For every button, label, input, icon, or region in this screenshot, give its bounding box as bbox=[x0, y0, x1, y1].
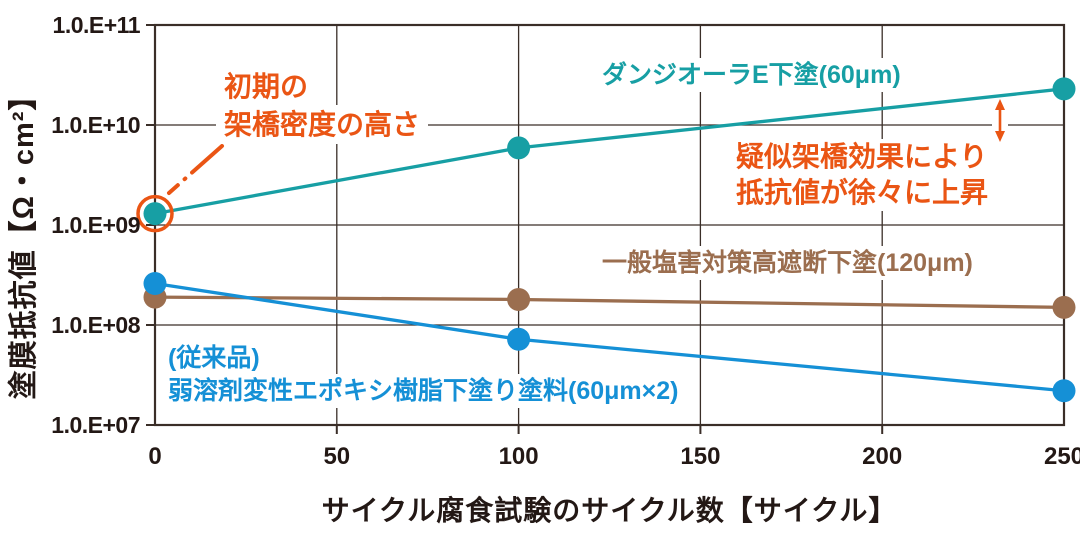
series-point-2 bbox=[1052, 379, 1076, 403]
series-point-0 bbox=[143, 202, 167, 226]
y-tick-label: 1.0.E+09 bbox=[51, 212, 140, 238]
annotation-initial-line2: 架橋密度の高さ bbox=[216, 105, 429, 144]
series-point-2 bbox=[507, 327, 531, 351]
x-tick-label: 50 bbox=[323, 443, 351, 470]
series-label-jurai: (従来品) 弱溶剤変性エポキシ樹脂下塗り塗料(60μm×2) bbox=[162, 342, 685, 408]
x-tick-label: 100 bbox=[498, 443, 539, 470]
series-point-2 bbox=[143, 272, 167, 296]
x-tick-label: 0 bbox=[148, 443, 162, 470]
annotation-pseudo-line2: 抵抗値が徐々に上昇 bbox=[728, 175, 997, 211]
annotation-initial-crosslink: 初期の 架橋密度の高さ bbox=[216, 68, 429, 144]
series-label-jurai-line1: (従来品) bbox=[168, 344, 260, 372]
annotation-pointer-line bbox=[167, 144, 224, 195]
y-tick-label: 1.0.E+11 bbox=[52, 12, 141, 38]
y-tick-label: 1.0.E+10 bbox=[51, 112, 140, 138]
series-point-0 bbox=[507, 136, 531, 160]
x-tick-label: 200 bbox=[862, 443, 903, 470]
y-axis-title: 塗膜抵抗値【Ω・cm²】 bbox=[8, 80, 40, 400]
x-axis-title: サイクル腐食試験のサイクル数【サイクル】 bbox=[321, 495, 898, 526]
annotation-initial-line1: 初期の bbox=[224, 71, 309, 102]
annotation-pseudo-line1: 疑似架橋効果により bbox=[728, 139, 996, 175]
series-point-0 bbox=[1052, 77, 1076, 101]
x-tick-label: 250 bbox=[1043, 443, 1080, 470]
series-point-1 bbox=[1052, 295, 1076, 319]
series-point-1 bbox=[507, 287, 531, 311]
initial-point-highlight-ring bbox=[136, 194, 174, 233]
y-tick-label: 1.0.E+08 bbox=[51, 312, 140, 338]
series-label-ippan-engai: 一般塩害対策高遮断下塗(120μm) bbox=[592, 246, 983, 280]
y-tick-label: 1.0.E+07 bbox=[51, 412, 140, 438]
series-label-dangiora-e: ダンジオーラE下塗(60μm) bbox=[592, 58, 911, 92]
rise-arrow-down-head bbox=[995, 131, 1005, 142]
x-tick-label: 150 bbox=[680, 443, 721, 470]
series-label-jurai-line2: 弱溶剤変性エポキシ樹脂下塗り塗料(60μm×2) bbox=[162, 374, 685, 408]
rise-arrow-up-head bbox=[995, 99, 1005, 110]
annotation-pseudo-crosslink: 疑似架橋効果により 抵抗値が徐々に上昇 bbox=[728, 139, 997, 211]
